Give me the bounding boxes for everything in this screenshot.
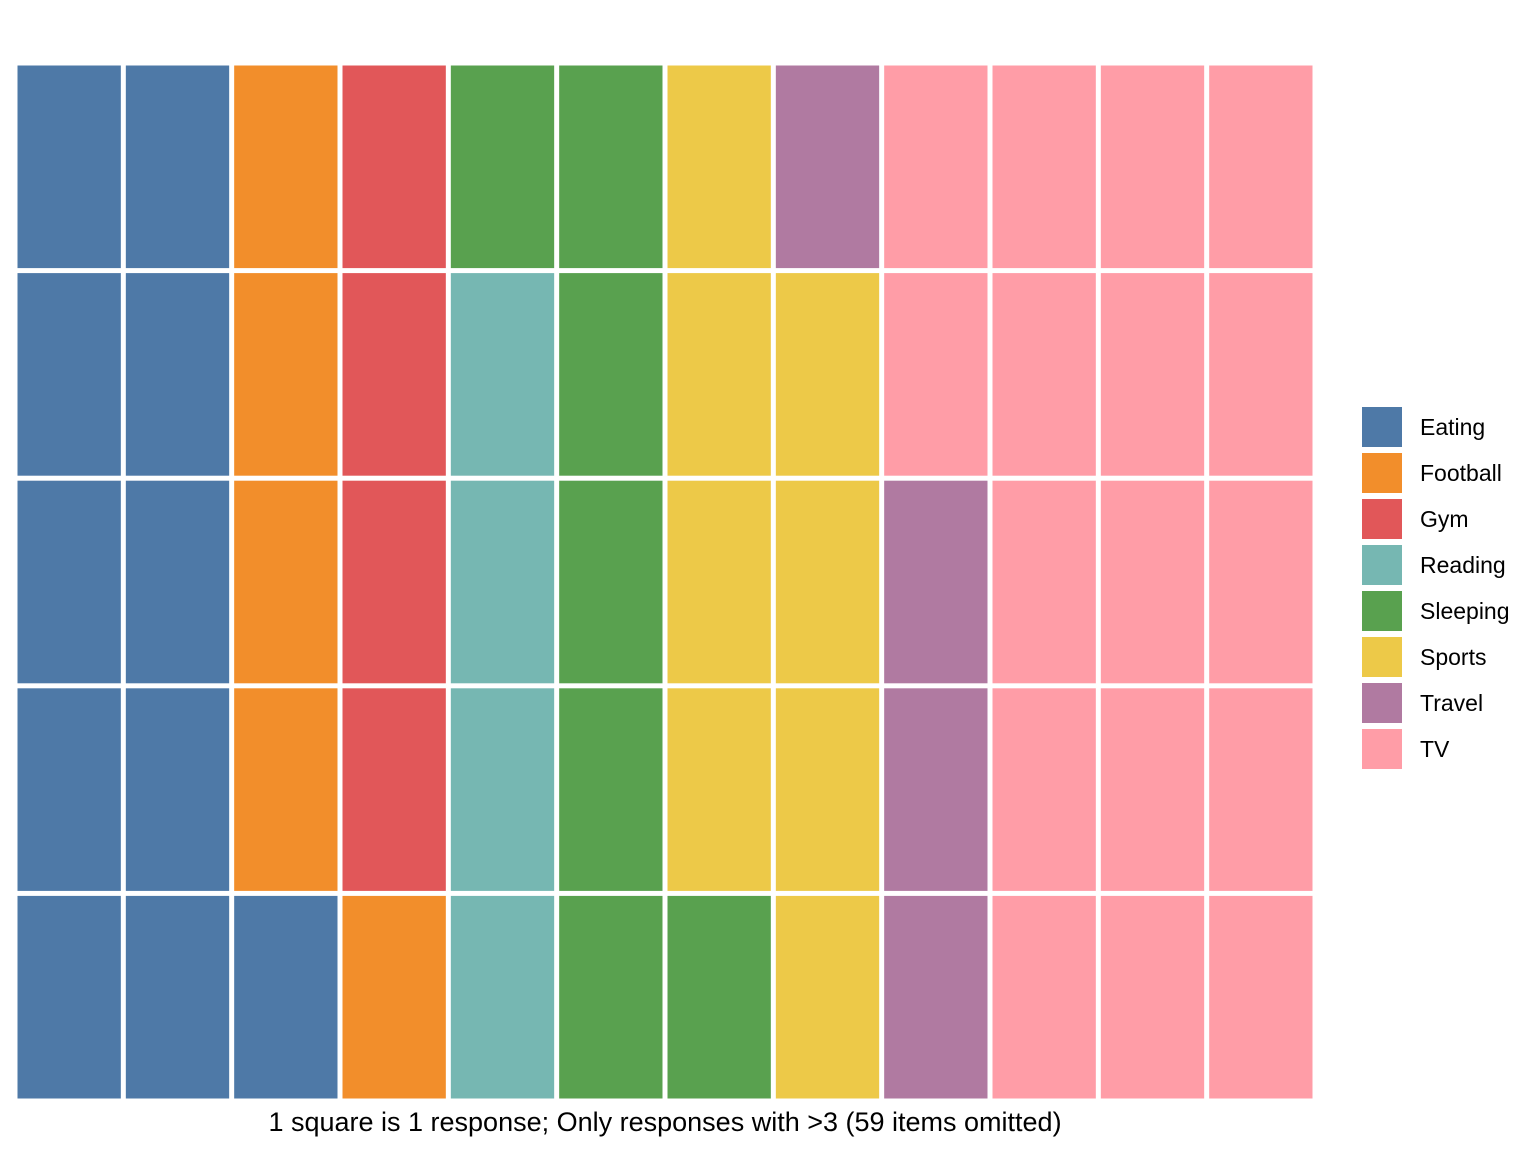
legend-swatch — [1360, 589, 1404, 633]
waffle-square-tv — [1209, 273, 1313, 476]
legend-item-reading: Reading — [1360, 543, 1506, 587]
waffle-square-tv — [1100, 895, 1205, 1099]
waffle-square-sleeping — [450, 65, 555, 269]
waffle-square-sleeping — [559, 688, 663, 891]
waffle-grid — [17, 65, 1313, 1099]
waffle-square-tv — [1209, 895, 1313, 1099]
legend-swatch — [1360, 681, 1404, 725]
legend-item-gym: Gym — [1360, 497, 1469, 541]
waffle-square-tv — [992, 895, 1096, 1099]
waffle-square-tv — [884, 65, 988, 269]
waffle-square-football — [234, 688, 338, 891]
waffle-square-sports — [667, 480, 771, 684]
waffle-square-football — [342, 895, 446, 1099]
waffle-square-travel — [775, 65, 880, 269]
legend-item-sleeping: Sleeping — [1360, 589, 1510, 633]
waffle-square-eating — [125, 65, 230, 269]
legend-item-sports: Sports — [1360, 635, 1486, 679]
waffle-square-gym — [342, 480, 446, 684]
legend: Eating Football Gym Reading Sleeping Sports Tr… — [1360, 405, 1510, 771]
waffle-square-sports — [667, 688, 771, 891]
waffle-square-football — [234, 65, 338, 269]
waffle-square-gym — [342, 65, 446, 269]
waffle-square-tv — [992, 480, 1096, 684]
legend-label: Football — [1420, 460, 1502, 486]
waffle-square-sleeping — [559, 480, 663, 684]
waffle-square-tv — [1100, 688, 1205, 891]
waffle-square-tv — [1100, 65, 1205, 269]
waffle-square-travel — [884, 688, 988, 891]
waffle-square-tv — [1209, 65, 1313, 269]
chart-caption: 1 square is 1 response; Only responses w… — [268, 1107, 1061, 1137]
legend-swatch — [1360, 543, 1404, 587]
waffle-square-tv — [992, 273, 1096, 476]
legend-label: TV — [1420, 736, 1450, 762]
waffle-square-sports — [667, 65, 771, 269]
waffle-square-eating — [234, 895, 338, 1099]
waffle-square-travel — [884, 480, 988, 684]
waffle-square-tv — [992, 65, 1096, 269]
waffle-square-eating — [17, 895, 121, 1099]
waffle-square-sleeping — [559, 895, 663, 1099]
waffle-square-sports — [775, 895, 880, 1099]
waffle-square-travel — [884, 895, 988, 1099]
waffle-square-gym — [342, 688, 446, 891]
waffle-square-sleeping — [667, 895, 771, 1099]
waffle-square-sports — [775, 688, 880, 891]
waffle-square-tv — [992, 688, 1096, 891]
waffle-square-sleeping — [559, 65, 663, 269]
legend-label: Gym — [1420, 506, 1469, 532]
legend-swatch — [1360, 451, 1404, 495]
legend-item-football: Football — [1360, 451, 1502, 495]
waffle-square-eating — [17, 688, 121, 891]
waffle-square-tv — [1209, 480, 1313, 684]
waffle-square-sports — [775, 480, 880, 684]
legend-swatch — [1360, 727, 1404, 771]
waffle-square-eating — [125, 895, 230, 1099]
waffle-square-reading — [450, 273, 555, 476]
waffle-square-sports — [667, 273, 771, 476]
waffle-square-gym — [342, 273, 446, 476]
waffle-square-eating — [125, 688, 230, 891]
legend-swatch — [1360, 635, 1404, 679]
waffle-square-tv — [1100, 480, 1205, 684]
waffle-square-reading — [450, 895, 555, 1099]
legend-label: Travel — [1420, 690, 1483, 716]
waffle-square-eating — [17, 480, 121, 684]
legend-swatch — [1360, 497, 1404, 541]
legend-item-eating: Eating — [1360, 405, 1485, 449]
waffle-square-sleeping — [559, 273, 663, 476]
waffle-square-eating — [17, 65, 121, 269]
legend-item-tv: TV — [1360, 727, 1450, 771]
waffle-square-tv — [1209, 688, 1313, 891]
waffle-square-tv — [1100, 273, 1205, 476]
legend-label: Eating — [1420, 414, 1485, 440]
waffle-square-reading — [450, 480, 555, 684]
legend-label: Reading — [1420, 552, 1506, 578]
legend-label: Sports — [1420, 644, 1486, 670]
waffle-square-eating — [125, 480, 230, 684]
legend-label: Sleeping — [1420, 598, 1510, 624]
waffle-square-football — [234, 480, 338, 684]
legend-swatch — [1360, 405, 1404, 449]
waffle-square-football — [234, 273, 338, 476]
waffle-square-eating — [17, 273, 121, 476]
legend-item-travel: Travel — [1360, 681, 1483, 725]
waffle-square-reading — [450, 688, 555, 891]
waffle-square-sports — [775, 273, 880, 476]
waffle-square-eating — [125, 273, 230, 476]
waffle-square-tv — [884, 273, 988, 476]
